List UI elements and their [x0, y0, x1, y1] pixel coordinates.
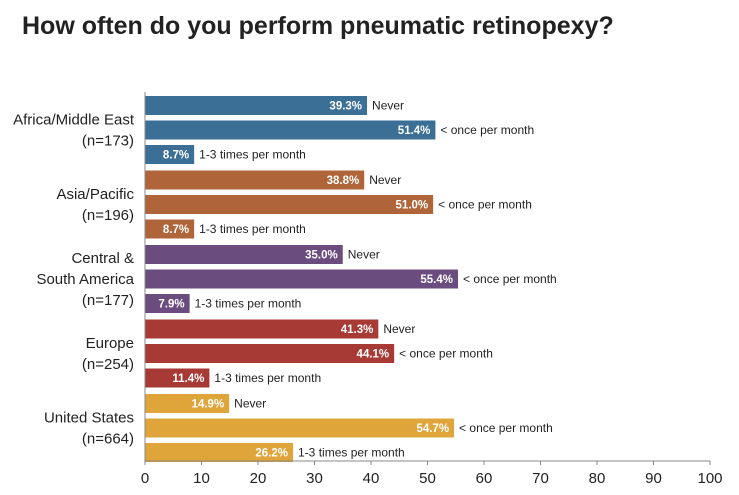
- bar-category-label: < once per month: [438, 198, 532, 212]
- bar-category-label: 1-3 times per month: [195, 297, 302, 311]
- bar-category-label: Never: [372, 99, 404, 113]
- bar-value-label: 38.8%: [327, 175, 360, 187]
- bar-category-label: 1-3 times per month: [214, 371, 321, 385]
- bar-value-label: 54.7%: [416, 423, 449, 435]
- x-tick-label: 0: [141, 470, 149, 487]
- bar: [145, 245, 343, 264]
- bar-category-label: 1-3 times per month: [199, 148, 306, 162]
- bar-category-label: Never: [383, 322, 415, 336]
- bar: [145, 145, 195, 164]
- group-label: (n=664): [82, 431, 134, 448]
- group-label: (n=254): [82, 356, 134, 373]
- x-tick-label: 10: [193, 470, 210, 487]
- bar-value-label: 55.4%: [420, 274, 453, 286]
- bar: [145, 443, 294, 462]
- bar: [145, 294, 190, 313]
- bar: [145, 344, 395, 363]
- bar-value-label: 44.1%: [357, 349, 390, 361]
- x-tick-label: 100: [697, 470, 722, 487]
- x-tick-label: 80: [589, 470, 606, 487]
- group-label: South America: [36, 271, 134, 288]
- bar: [145, 269, 459, 289]
- group-label: (n=177): [82, 292, 134, 309]
- x-tick-label: 30: [306, 470, 323, 487]
- bar-category-label: < once per month: [459, 421, 553, 435]
- bar-value-label: 11.4%: [172, 373, 204, 385]
- bar-category-label: Never: [348, 248, 380, 262]
- bar: [145, 219, 195, 239]
- bar-value-label: 8.7%: [163, 224, 189, 236]
- bar-value-label: 51.0%: [396, 200, 429, 212]
- x-tick-label: 40: [363, 470, 380, 487]
- bar: [145, 394, 230, 413]
- bar-value-label: 35.0%: [305, 250, 338, 262]
- group-label: Africa/Middle East: [13, 112, 135, 129]
- bar-value-label: 14.9%: [192, 399, 225, 411]
- bar: [145, 170, 365, 190]
- bar-category-label: 1-3 times per month: [199, 222, 306, 236]
- x-tick-label: 60: [476, 470, 493, 487]
- bar-category-label: Never: [234, 397, 266, 411]
- bar-value-label: 8.7%: [163, 150, 189, 162]
- group-label: United States: [44, 410, 134, 427]
- bar: [145, 319, 379, 339]
- x-tick-label: 20: [250, 470, 267, 487]
- bar-value-label: 41.3%: [341, 324, 374, 336]
- bar: [145, 96, 368, 115]
- bar-category-label: < once per month: [399, 347, 493, 361]
- group-label: (n=173): [82, 133, 134, 150]
- bar-value-label: 39.3%: [329, 101, 362, 113]
- bar-category-label: 1-3 times per month: [298, 446, 405, 460]
- bar-value-label: 26.2%: [255, 448, 288, 460]
- bar-category-label: < once per month: [463, 272, 557, 286]
- x-tick-label: 70: [532, 470, 549, 487]
- bar-value-label: 51.4%: [398, 125, 431, 137]
- chart-title: How often do you perform pneumatic retin…: [22, 12, 614, 40]
- group-label: Asia/Pacific: [56, 186, 134, 203]
- bar: [145, 418, 455, 438]
- bar: [145, 195, 434, 214]
- x-tick-label: 50: [419, 470, 436, 487]
- group-label: (n=196): [82, 207, 134, 224]
- bar: [145, 120, 436, 140]
- bar-value-label: 7.9%: [158, 299, 184, 311]
- bar-category-label: < once per month: [440, 123, 534, 137]
- bar: [145, 368, 210, 388]
- bar-category-label: Never: [369, 173, 401, 187]
- x-tick-label: 90: [645, 470, 662, 487]
- group-label: Central &: [71, 250, 134, 267]
- group-label: Europe: [86, 335, 134, 352]
